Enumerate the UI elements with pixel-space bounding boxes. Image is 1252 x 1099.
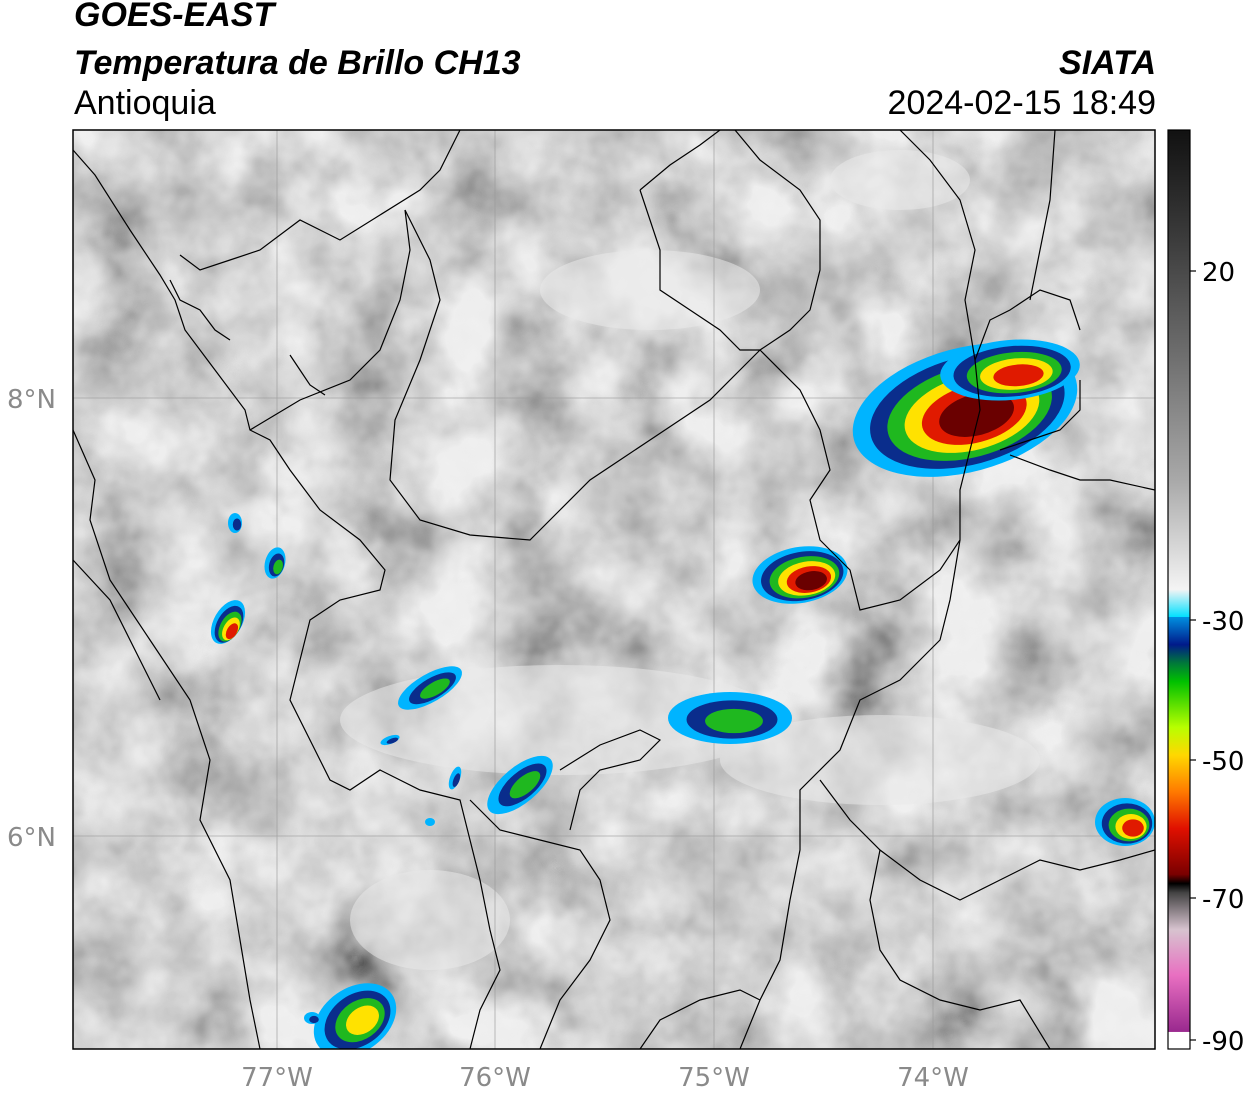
- storm-cell: [264, 547, 286, 579]
- storm-cell: [210, 600, 246, 644]
- colorbar-tick-20: 20: [1202, 258, 1235, 288]
- axis-labels: 8°N 6°N 77°W 76°W 75°W 74°W: [7, 385, 969, 1093]
- coastline-and-borders: [73, 130, 1155, 1049]
- agency-label: SIATA: [1059, 44, 1156, 82]
- storm-cell: [448, 766, 462, 790]
- colorbar-tick-minus70: -70: [1202, 885, 1244, 915]
- colorbar-frame: [1167, 129, 1191, 1050]
- colorbar: 20 -30 -50 -70 -90: [1167, 129, 1244, 1057]
- region-title: Antioquia: [74, 84, 216, 122]
- storm-cell: [1095, 798, 1155, 846]
- satellite-title: GOES-EAST: [74, 0, 275, 34]
- storm-cell: [304, 1012, 320, 1024]
- storm-cell: [425, 818, 435, 826]
- colorbar-tick-minus30: -30: [1202, 607, 1244, 637]
- colorbar-bar: [1168, 130, 1190, 1049]
- lat-label-8n: 8°N: [7, 385, 56, 415]
- storm-cell: [752, 546, 848, 604]
- lon-label-76w: 76°W: [459, 1063, 531, 1093]
- lon-label-77w: 77°W: [241, 1063, 313, 1093]
- storm-cell: [668, 692, 792, 744]
- storm-cell: [313, 983, 397, 1049]
- lon-label-74w: 74°W: [897, 1063, 969, 1093]
- storm-cell: [940, 339, 1080, 401]
- cold-cloud-bands: [340, 150, 1040, 970]
- colorbar-underflow: [1168, 1032, 1190, 1049]
- map-frame: [72, 129, 1156, 1050]
- product-title: Temperatura de Brillo CH13: [74, 44, 521, 82]
- colorbar-tick-minus50: -50: [1202, 747, 1244, 777]
- datetime-label: 2024-02-15 18:49: [887, 84, 1156, 122]
- storm-cell: [398, 666, 462, 710]
- lon-label-75w: 75°W: [678, 1063, 750, 1093]
- colorbar-tick-minus90: -90: [1202, 1027, 1244, 1057]
- storm-cell: [380, 734, 400, 746]
- lat-label-6n: 6°N: [7, 823, 56, 853]
- storm-cell: [228, 513, 242, 533]
- map-plot-area: [73, 130, 1155, 1049]
- storm-cell: [487, 755, 553, 815]
